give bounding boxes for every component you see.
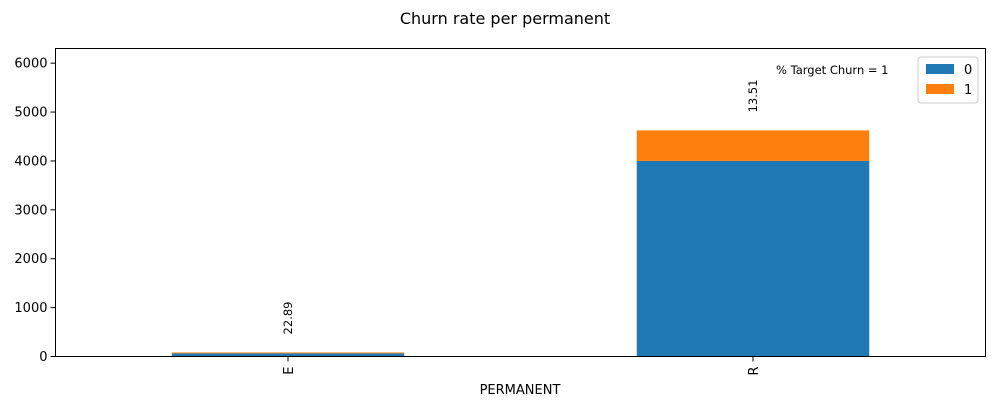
- bar-E-series-0: [171, 353, 405, 357]
- bar-R-series-0: [636, 160, 870, 357]
- legend-swatch-1: [926, 84, 954, 94]
- y-tick-label: 2000: [14, 252, 47, 267]
- y-tick-label: 1000: [14, 301, 47, 316]
- y-tick-label: 3000: [14, 203, 47, 218]
- y-tick-label: 0: [39, 350, 47, 365]
- bar-label-E: 22.89: [281, 302, 295, 335]
- legend-swatch-0: [926, 64, 954, 74]
- plot-frame: [55, 48, 986, 357]
- annotation-note: % Target Churn = 1: [776, 63, 889, 77]
- chart-title: Churn rate per permanent: [400, 9, 610, 28]
- y-tick-label: 6000: [14, 57, 47, 72]
- legend: 01: [917, 56, 979, 104]
- x-axis-label: PERMANENT: [480, 383, 561, 398]
- y-tick-label: 4000: [14, 154, 47, 169]
- legend-label-0: 0: [964, 63, 972, 78]
- x-tick-label-R: R: [747, 367, 762, 376]
- x-tick-label-E: E: [282, 367, 297, 375]
- legend-label-1: 1: [964, 83, 972, 98]
- y-tick-label: 5000: [14, 106, 47, 121]
- bar-E-series-1: [171, 352, 405, 354]
- bar-label-R: 13.51: [746, 79, 760, 112]
- bar-R-series-1: [636, 130, 870, 161]
